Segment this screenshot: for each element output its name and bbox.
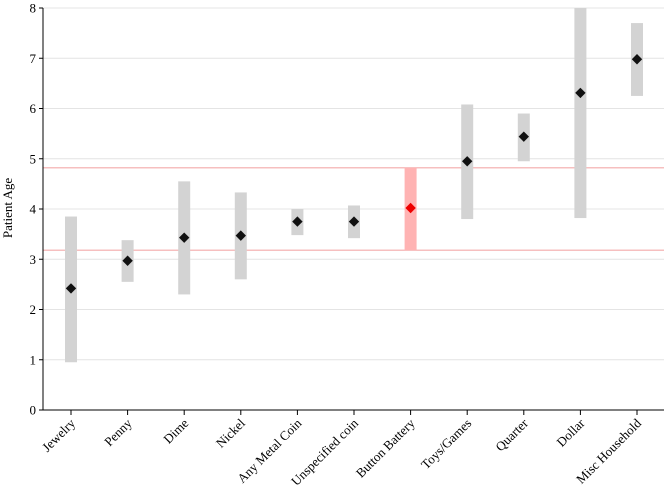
x-tick-label: Jewelry	[39, 415, 79, 455]
x-tick-label: Dollar	[553, 415, 588, 450]
data-points	[65, 54, 643, 294]
y-tick-label: 4	[30, 202, 37, 217]
y-tick-label: 7	[30, 51, 37, 66]
data-point	[179, 232, 190, 243]
gridlines	[43, 7, 664, 361]
range-bar	[574, 8, 587, 219]
x-tick-label: Button Battery	[353, 415, 418, 480]
x-tick-label: Nickel	[213, 415, 248, 450]
x-tick-label: Quarter	[492, 415, 531, 454]
data-point	[235, 230, 246, 241]
data-point	[405, 202, 416, 214]
y-tick-labels: 0 1 2 3 4 5 6 7 8	[30, 1, 37, 418]
data-point	[292, 216, 303, 227]
x-tick-label: Toys/Games	[418, 416, 474, 472]
data-point	[631, 54, 643, 65]
y-tick-label: 5	[30, 151, 37, 166]
data-point	[462, 156, 473, 167]
axes	[39, 7, 664, 415]
y-tick-label: 6	[30, 101, 37, 116]
data-point	[575, 87, 586, 99]
data-point	[348, 216, 360, 227]
y-tick-label: 8	[30, 1, 37, 16]
data-point	[518, 131, 529, 142]
y-tick-label: 2	[30, 302, 37, 317]
data-point	[122, 255, 133, 266]
data-point	[65, 283, 77, 294]
y-tick-label: 3	[30, 252, 37, 267]
y-tick-label: 0	[30, 403, 37, 418]
y-tick-label: 1	[30, 352, 37, 367]
y-axis-title: Patient Age	[0, 178, 15, 239]
x-tick-label: Penny	[101, 415, 135, 449]
x-tick-label: Dime	[160, 415, 191, 446]
reference-lines	[43, 167, 664, 251]
